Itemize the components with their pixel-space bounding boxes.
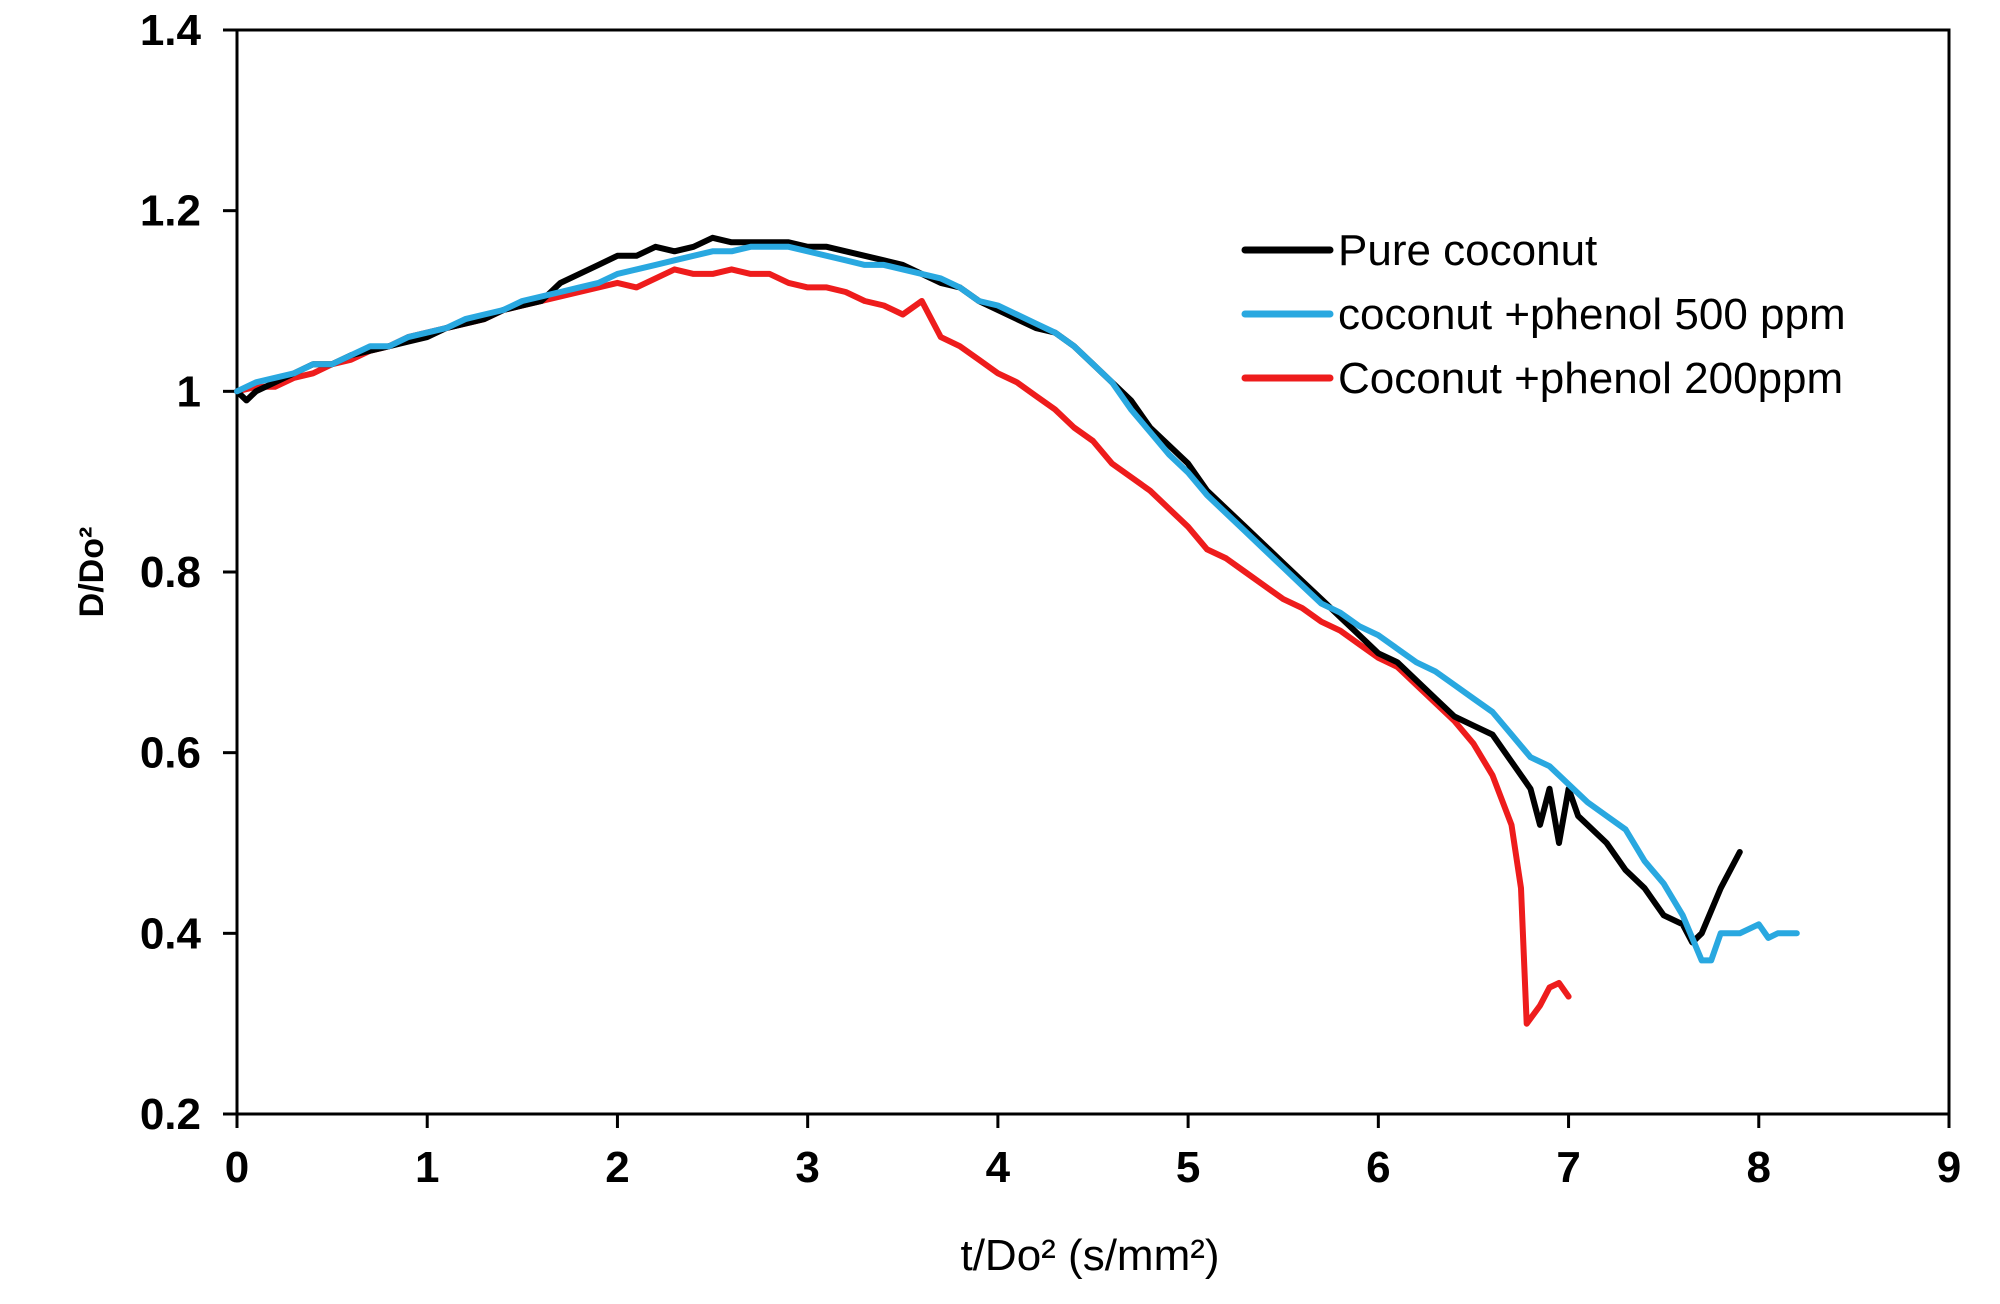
- y-tick-label: 0.8: [140, 548, 201, 597]
- y-tick-label: 1.2: [140, 187, 201, 236]
- x-tick-label: 0: [225, 1143, 249, 1192]
- y-tick-label: 0.6: [140, 729, 201, 778]
- x-tick-label: 1: [415, 1143, 439, 1192]
- series-lines: [234, 234, 1800, 1027]
- y-tick-label: 0.2: [140, 1090, 201, 1139]
- x-axis-ticks: 0 1 2 3 4 5 6 7 8 9: [225, 1114, 1961, 1192]
- legend-label-2: coconut +phenol 500 ppm: [1338, 290, 1846, 339]
- legend-label-3: Coconut +phenol 200ppm: [1338, 354, 1843, 403]
- y-tick-label: 1: [177, 367, 201, 416]
- x-tick-label: 9: [1937, 1143, 1961, 1192]
- y-axis-ticks: 0.2 0.4 0.6 0.8 1 1.2 1.4: [140, 6, 237, 1139]
- y-tick-label: 1.4: [140, 6, 202, 55]
- x-tick-label: 7: [1556, 1143, 1580, 1192]
- x-tick-label: 3: [795, 1143, 819, 1192]
- plot-area: [235, 28, 1951, 1116]
- x-tick-label: 8: [1747, 1143, 1771, 1192]
- legend-label-1: Pure coconut: [1338, 226, 1597, 275]
- series-line-1: [234, 234, 1743, 946]
- legend: Pure coconut coconut +phenol 500 ppm Cocon…: [1241, 226, 1846, 403]
- x-tick-label: 2: [605, 1143, 629, 1192]
- x-tick-label: 5: [1176, 1143, 1200, 1192]
- x-tick-label: 4: [986, 1143, 1011, 1192]
- y-axis-title: D/Do²: [73, 527, 111, 618]
- x-tick-label: 6: [1366, 1143, 1390, 1192]
- x-axis-title: t/Do² (s/mm²): [960, 1231, 1219, 1280]
- series-line-2: [234, 243, 1800, 964]
- y-tick-label: 0.4: [140, 909, 202, 958]
